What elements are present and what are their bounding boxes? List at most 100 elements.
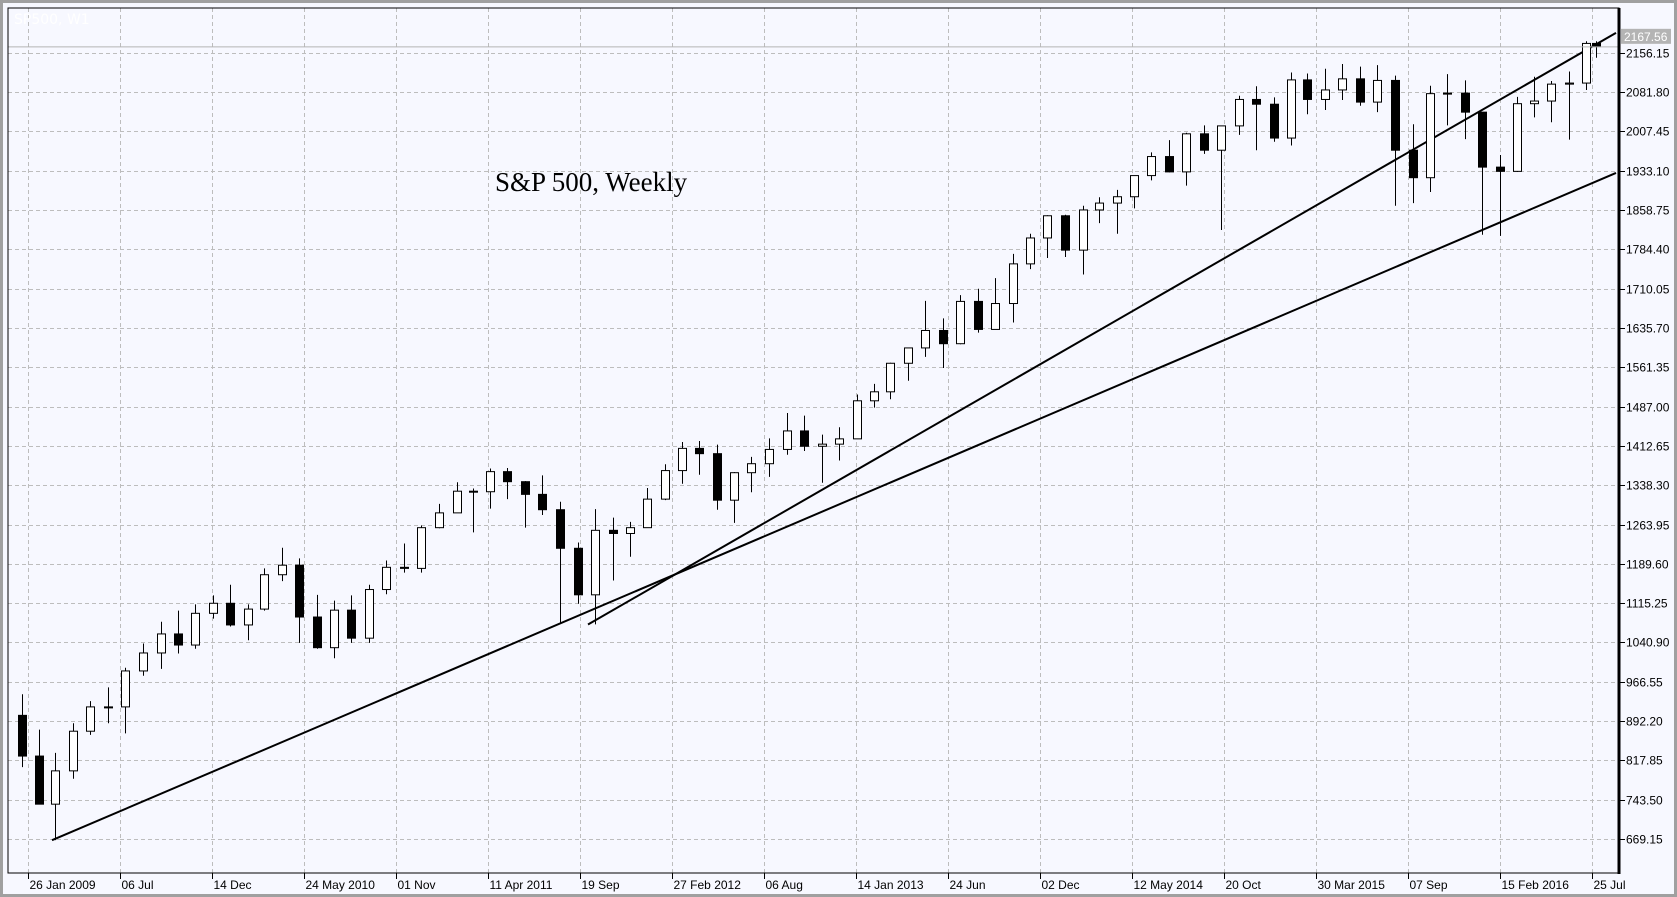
candle <box>713 444 722 510</box>
candle <box>347 595 356 643</box>
price-axis[interactable]: 669.15 743.50 817.85 892.20 966.55 1040.90 111… <box>1619 47 1670 847</box>
candle <box>278 547 287 582</box>
candle <box>626 521 635 557</box>
candle-body-bull <box>453 490 462 514</box>
candle-body-bear <box>174 633 183 646</box>
candle <box>1061 214 1070 258</box>
time-tick-label: 26 Jan 2009 <box>30 878 96 892</box>
candle-body-bull <box>86 706 95 732</box>
candle-body-bear <box>1592 42 1601 48</box>
time-tick-label: 14 Jan 2013 <box>858 878 924 892</box>
candle <box>121 667 130 734</box>
candle-body-bear <box>1303 79 1312 100</box>
candle-body-bear <box>695 447 704 455</box>
candle <box>521 481 530 528</box>
candle <box>400 543 409 573</box>
candle <box>818 434 827 483</box>
time-tick-label: 02 Dec <box>1042 878 1080 892</box>
candle <box>104 687 113 724</box>
candle <box>1235 95 1244 135</box>
time-tick-label: 19 Sep <box>582 878 620 892</box>
candle <box>382 560 391 595</box>
time-axis[interactable]: 26 Jan 2009 06 Jul 14 Dec 24 May 2010 01 Nov… <box>28 873 1626 892</box>
candle <box>1130 175 1139 209</box>
candle <box>191 604 200 649</box>
candle-body-bull <box>886 362 895 393</box>
candle <box>18 694 27 768</box>
candle-body-bull <box>330 609 339 649</box>
candle <box>1303 73 1312 115</box>
candle-body-bear <box>609 529 618 534</box>
candle <box>870 383 879 408</box>
candle <box>453 482 462 514</box>
candle-body-bull <box>1113 196 1122 204</box>
candle-body-bull <box>991 303 1000 330</box>
time-tick-label: 20 Oct <box>1226 878 1262 892</box>
candle-body-bull <box>591 529 600 596</box>
candle <box>1513 96 1522 172</box>
candle-body-bull <box>1321 89 1330 100</box>
candle-body-bull <box>1043 215 1052 239</box>
candle-body-bear <box>1200 133 1209 151</box>
candle-body-bull <box>956 300 965 345</box>
candle <box>783 412 792 455</box>
candle <box>1147 152 1156 181</box>
candle-body-bear <box>1478 111 1487 168</box>
price-tick-label: 817.85 <box>1626 754 1663 768</box>
candle-body-bull <box>643 498 652 529</box>
trendline[interactable] <box>51 172 1617 842</box>
candle-body-bull <box>783 430 792 450</box>
candle-body-bear <box>400 566 409 569</box>
trendlines[interactable] <box>51 31 1617 842</box>
candle <box>1356 66 1365 106</box>
candle <box>174 610 183 654</box>
candle <box>503 467 512 500</box>
candle <box>209 595 218 619</box>
candle <box>1026 233 1035 270</box>
candle <box>69 723 78 779</box>
trendline[interactable] <box>587 31 1617 626</box>
candle-body-bull <box>260 574 269 610</box>
candle <box>1478 111 1487 235</box>
candle <box>643 488 652 529</box>
candle <box>1113 189 1122 234</box>
candle-body-bull <box>661 470 670 500</box>
price-tick-label: 2156.15 <box>1626 47 1670 61</box>
candle-body-bear <box>1391 79 1400 151</box>
candle <box>330 600 339 659</box>
candle-body-bear <box>469 490 478 493</box>
price-tick-label: 1040.90 <box>1626 636 1670 650</box>
candle <box>661 464 670 501</box>
candle <box>1095 197 1104 224</box>
candle <box>956 295 965 345</box>
candle-body-bull <box>1426 93 1435 179</box>
candle <box>260 568 269 611</box>
candle <box>1009 253 1018 323</box>
candle <box>1217 125 1226 231</box>
candle <box>1409 124 1418 204</box>
candle-body-bull <box>121 670 130 708</box>
candle <box>1565 71 1574 140</box>
candle-body-bull <box>678 447 687 472</box>
time-tick-label: 15 Feb 2016 <box>1502 878 1570 892</box>
price-tick-label: 1784.40 <box>1626 243 1670 257</box>
candle-body-bull <box>1009 263 1018 305</box>
candle-body-bull <box>1026 237 1035 265</box>
price-tick-label: 966.55 <box>1626 676 1663 690</box>
price-tick-label: 743.50 <box>1626 794 1663 808</box>
candle-body-bear <box>295 564 304 618</box>
candle-body-bull <box>1443 92 1452 95</box>
candle-body-bear <box>1461 92 1470 113</box>
price-tick-label: 1412.65 <box>1626 440 1670 454</box>
candle-body-bull <box>921 329 930 349</box>
price-tick-label: 1487.00 <box>1626 401 1670 415</box>
time-tick-label: 06 Aug <box>766 878 803 892</box>
candle <box>730 472 739 523</box>
candle <box>1270 97 1279 142</box>
candle-body-bear <box>1496 166 1505 172</box>
candle-body-bull <box>1079 209 1088 251</box>
candle-body-bull <box>765 448 774 465</box>
candle <box>921 300 930 357</box>
candle <box>1252 86 1261 151</box>
